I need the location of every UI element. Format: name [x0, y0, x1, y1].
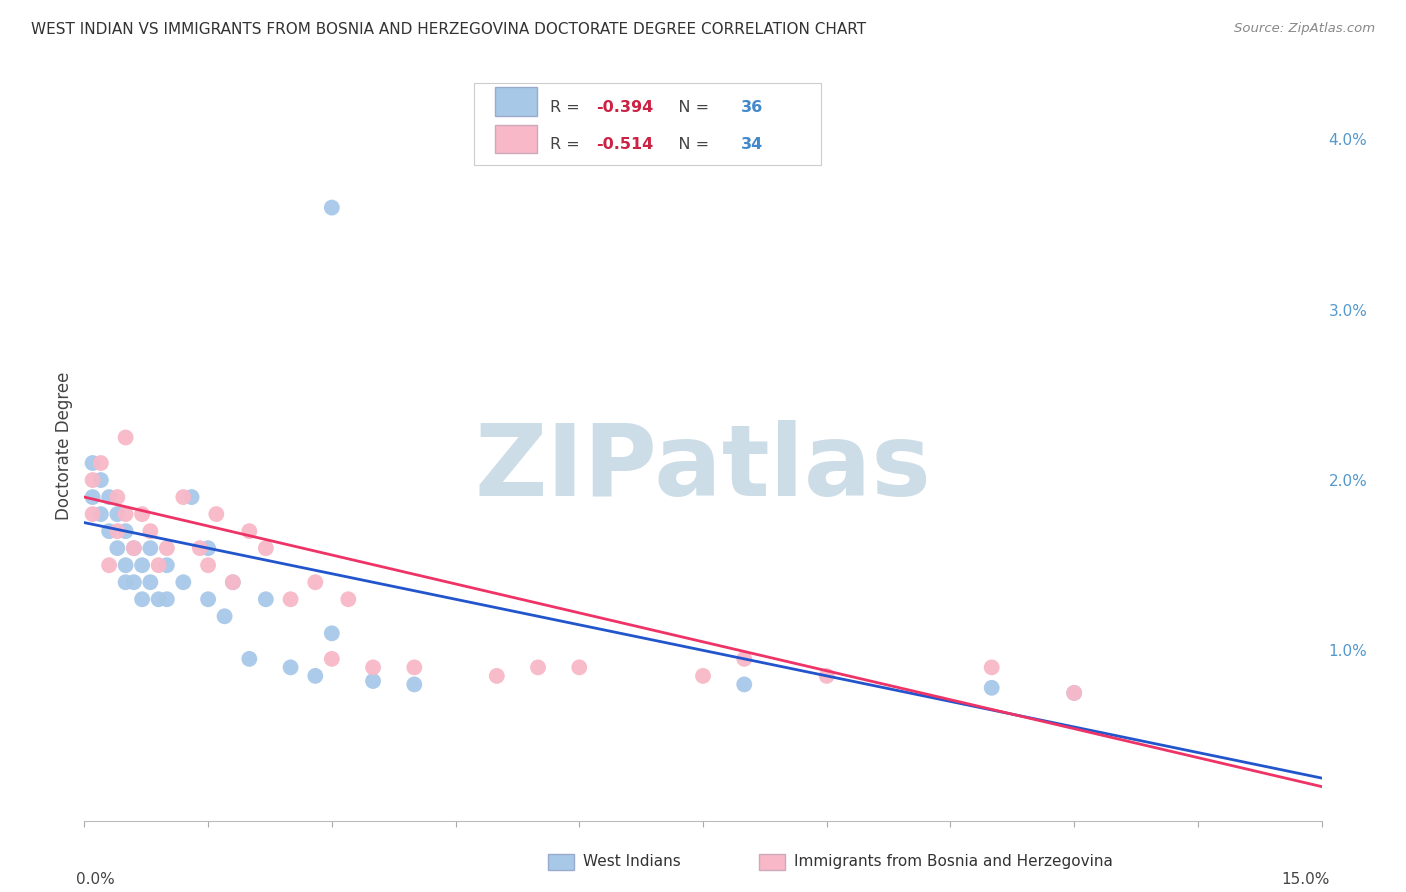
- Point: [139, 524, 162, 538]
- Point: [156, 541, 179, 556]
- Text: Source: ZipAtlas.com: Source: ZipAtlas.com: [1234, 22, 1375, 36]
- Point: [131, 558, 153, 573]
- Point: [254, 541, 277, 556]
- Point: [114, 507, 136, 521]
- Point: [98, 558, 121, 573]
- Point: [105, 490, 128, 504]
- Point: [1063, 686, 1085, 700]
- Point: [361, 673, 384, 688]
- Point: [304, 669, 326, 683]
- Point: [527, 660, 550, 674]
- Point: [361, 660, 384, 674]
- Point: [114, 430, 136, 444]
- Text: R =: R =: [550, 100, 585, 115]
- Point: [98, 490, 121, 504]
- Point: [222, 575, 245, 590]
- Point: [214, 609, 236, 624]
- Point: [321, 626, 343, 640]
- Point: [105, 507, 128, 521]
- Point: [404, 677, 426, 691]
- Point: [90, 507, 112, 521]
- Point: [321, 652, 343, 666]
- Point: [205, 507, 228, 521]
- Text: ZIPatlas: ZIPatlas: [475, 420, 931, 517]
- Point: [980, 681, 1002, 695]
- Point: [122, 541, 145, 556]
- Point: [172, 490, 194, 504]
- Point: [197, 541, 219, 556]
- Point: [82, 490, 104, 504]
- Point: [82, 456, 104, 470]
- Point: [98, 524, 121, 538]
- FancyBboxPatch shape: [495, 125, 537, 153]
- Point: [180, 490, 202, 504]
- Point: [156, 558, 179, 573]
- Point: [122, 541, 145, 556]
- Point: [139, 541, 162, 556]
- Point: [485, 669, 508, 683]
- Point: [304, 575, 326, 590]
- Point: [222, 575, 245, 590]
- Point: [337, 592, 360, 607]
- Point: [105, 541, 128, 556]
- Point: [90, 456, 112, 470]
- Point: [197, 558, 219, 573]
- Point: [404, 660, 426, 674]
- Text: N =: N =: [664, 137, 714, 153]
- Point: [131, 507, 153, 521]
- Point: [238, 524, 260, 538]
- Text: R =: R =: [550, 137, 585, 153]
- Point: [197, 592, 219, 607]
- Text: 15.0%: 15.0%: [1281, 871, 1330, 887]
- Text: 0.0%: 0.0%: [76, 871, 115, 887]
- Point: [733, 652, 755, 666]
- Point: [188, 541, 211, 556]
- Point: [122, 575, 145, 590]
- Point: [1063, 686, 1085, 700]
- Point: [82, 507, 104, 521]
- Text: N =: N =: [664, 100, 714, 115]
- Point: [156, 592, 179, 607]
- Point: [692, 669, 714, 683]
- Point: [139, 575, 162, 590]
- Text: 34: 34: [741, 137, 763, 153]
- FancyBboxPatch shape: [474, 83, 821, 165]
- Point: [148, 592, 170, 607]
- Point: [568, 660, 591, 674]
- Text: 36: 36: [741, 100, 763, 115]
- Point: [131, 592, 153, 607]
- Y-axis label: Doctorate Degree: Doctorate Degree: [55, 372, 73, 520]
- Text: WEST INDIAN VS IMMIGRANTS FROM BOSNIA AND HERZEGOVINA DOCTORATE DEGREE CORRELATI: WEST INDIAN VS IMMIGRANTS FROM BOSNIA AN…: [31, 22, 866, 37]
- Text: -0.514: -0.514: [596, 137, 654, 153]
- Point: [105, 524, 128, 538]
- Point: [82, 473, 104, 487]
- Point: [172, 575, 194, 590]
- Point: [148, 558, 170, 573]
- Point: [280, 592, 302, 607]
- Point: [321, 201, 343, 215]
- Point: [238, 652, 260, 666]
- Point: [733, 677, 755, 691]
- Point: [280, 660, 302, 674]
- Point: [254, 592, 277, 607]
- Point: [980, 660, 1002, 674]
- Point: [114, 558, 136, 573]
- Point: [90, 473, 112, 487]
- Point: [114, 524, 136, 538]
- Text: -0.394: -0.394: [596, 100, 654, 115]
- FancyBboxPatch shape: [495, 87, 537, 116]
- Point: [815, 669, 838, 683]
- Text: Immigrants from Bosnia and Herzegovina: Immigrants from Bosnia and Herzegovina: [794, 855, 1114, 869]
- Text: West Indians: West Indians: [583, 855, 682, 869]
- Point: [114, 575, 136, 590]
